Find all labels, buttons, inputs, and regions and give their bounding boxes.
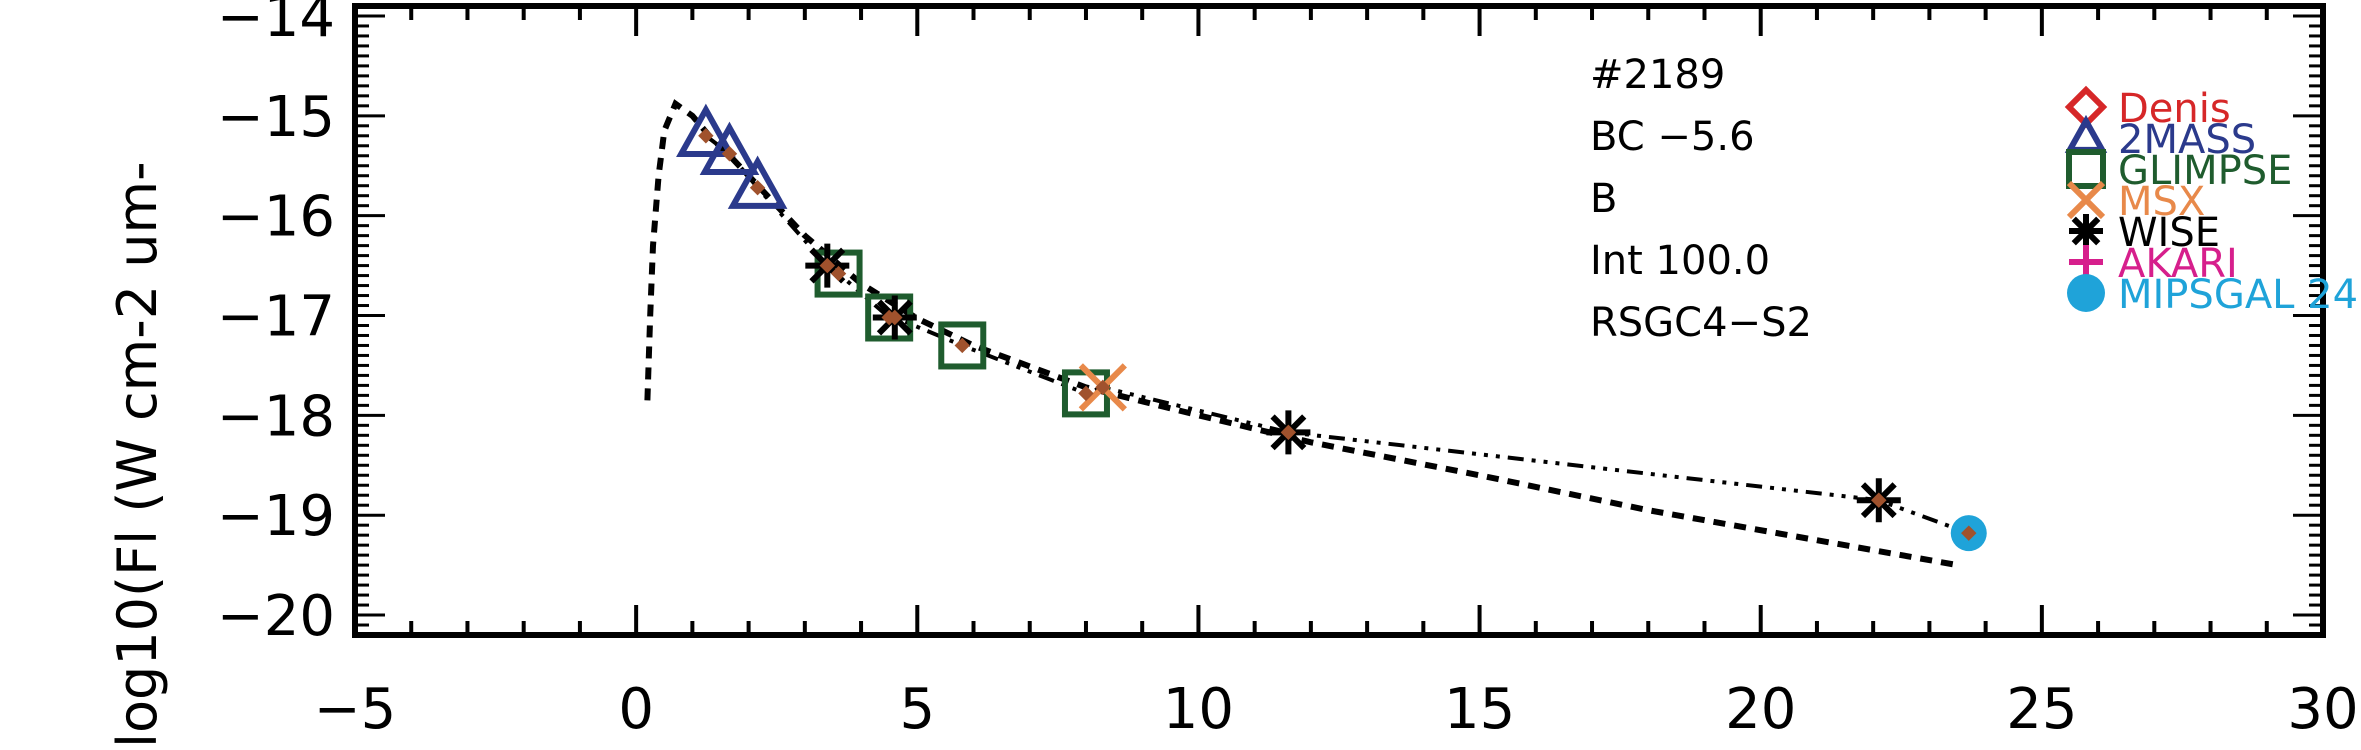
- x-tick-label: 0: [618, 677, 654, 742]
- model-point: [1871, 492, 1887, 508]
- x-tick-label: −5: [314, 677, 397, 742]
- info-line: BC −5.6: [1590, 114, 1755, 160]
- y-axis-title: log10(Fl (W cm-2 um-: [106, 161, 169, 748]
- data-marker-2mass: [727, 155, 788, 209]
- legend-label-wise: WISE: [2118, 210, 2220, 256]
- legend-label-glimpse: GLIMPSE: [2118, 148, 2292, 194]
- info-line: B: [1590, 176, 1617, 222]
- y-tick-label: −15: [217, 85, 335, 150]
- x-tick-label: 5: [899, 677, 935, 742]
- y-tick-label: −14: [217, 0, 335, 50]
- y-tick-label: −16: [217, 185, 335, 250]
- model-point: [721, 146, 738, 162]
- y-tick-label: −17: [217, 285, 335, 350]
- legend-symbol-mipsgal-24: [2067, 274, 2105, 312]
- info-line: RSGC4−S2: [1590, 300, 1812, 346]
- model-point: [1078, 385, 1094, 402]
- model-point: [1961, 525, 1977, 541]
- legend-label-akari: AKARI: [2118, 241, 2238, 287]
- y-tick-label: −20: [217, 584, 335, 649]
- legend-label-mipsgal-24: MIPSGAL 24: [2118, 272, 2358, 318]
- data-marker-glimpse: [938, 321, 987, 370]
- model-point: [830, 265, 847, 282]
- legend-symbol-glimpse: [2066, 149, 2106, 189]
- x-tick-label: 30: [2287, 677, 2358, 742]
- model-point: [1095, 379, 1111, 396]
- legend-symbol-akari: [2069, 245, 2103, 279]
- model-point: [749, 180, 766, 196]
- data-marker-2mass: [676, 103, 736, 157]
- y-tick-label: −19: [217, 484, 335, 549]
- y-tick-label: −18: [217, 384, 335, 449]
- info-line: Int 100.0: [1590, 238, 1770, 284]
- plot-frame: [352, 3, 2326, 638]
- x-tick-label: 20: [1725, 677, 1796, 742]
- model-point: [819, 257, 836, 274]
- model-point: [954, 337, 970, 354]
- legend-label-denis: Denis: [2118, 86, 2231, 132]
- model-curve: [644, 99, 1959, 569]
- data-marker-2mass: [699, 121, 760, 175]
- legend-symbol-wise: [2069, 214, 2103, 248]
- model-point: [1280, 424, 1297, 441]
- legend-label-msx: MSX: [2118, 179, 2205, 225]
- model-point: [887, 309, 903, 326]
- legend-symbol-msx: [2066, 180, 2106, 220]
- model-point: [698, 128, 714, 144]
- info-line: #2189: [1590, 52, 1725, 98]
- x-tick-label: 25: [2006, 677, 2077, 742]
- legend-label-2mass: 2MASS: [2118, 117, 2256, 163]
- x-tick-label: 15: [1444, 677, 1515, 742]
- x-tick-label: 10: [1163, 677, 1234, 742]
